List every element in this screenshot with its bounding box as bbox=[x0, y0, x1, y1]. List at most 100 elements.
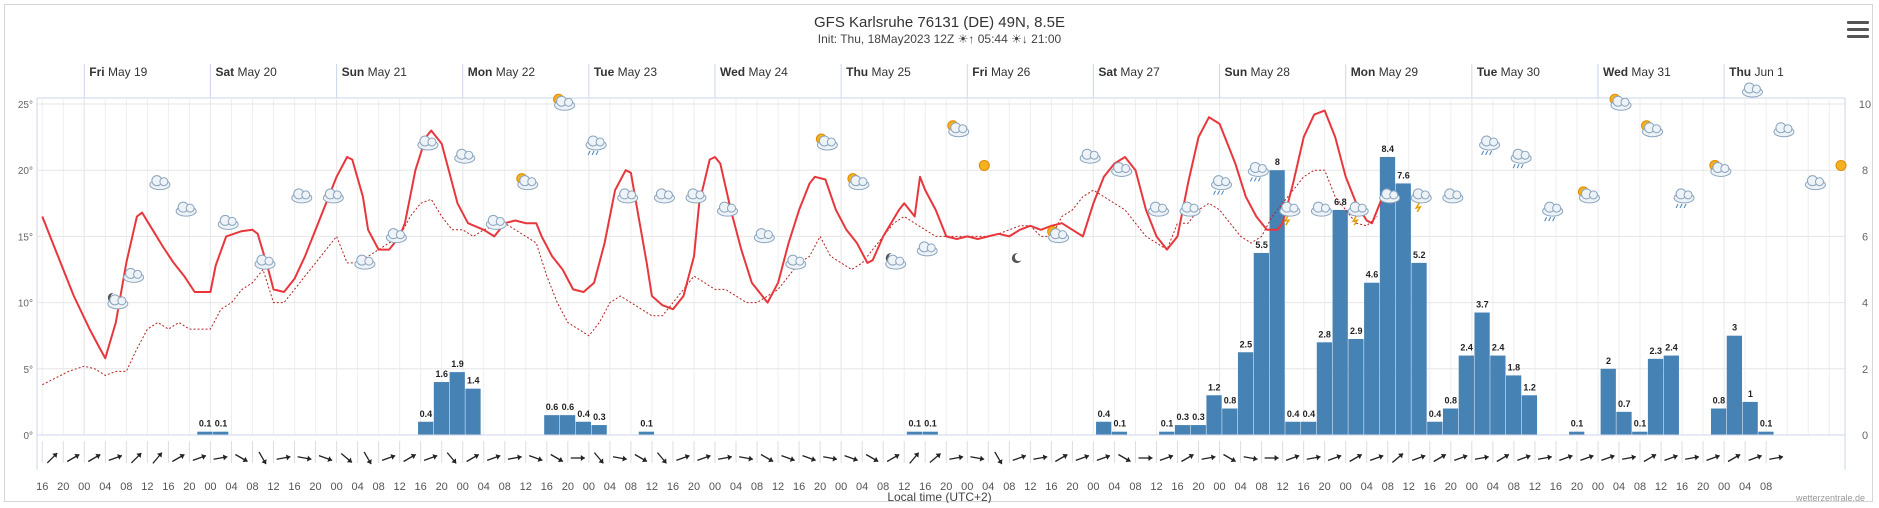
precip-bar bbox=[1427, 421, 1443, 435]
hour-tick-label: 04 bbox=[351, 481, 363, 493]
wind-arrow-icon bbox=[739, 455, 754, 462]
precip-label: 1.2 bbox=[1523, 382, 1536, 392]
day-label: Sun May 21 bbox=[342, 65, 408, 79]
wind-row bbox=[37, 434, 1845, 465]
hour-tick-label: 20 bbox=[309, 481, 321, 493]
hour-tick-label: 00 bbox=[1213, 481, 1225, 493]
precip-label: 8.4 bbox=[1381, 144, 1394, 154]
wind-arrow-icon bbox=[213, 454, 228, 461]
cloud-icon bbox=[254, 254, 276, 270]
rain-cloud-icon bbox=[1542, 201, 1564, 222]
cloud-icon bbox=[123, 267, 145, 283]
precip-label: 0.7 bbox=[1618, 399, 1631, 409]
hour-tick-label: 00 bbox=[1592, 481, 1604, 493]
wind-arrow-icon bbox=[1559, 454, 1573, 462]
hour-tick-label: 16 bbox=[1045, 481, 1057, 493]
hour-tick-label: 04 bbox=[856, 481, 868, 493]
hour-tick-label: 12 bbox=[1529, 481, 1541, 493]
y-left-tick: 5° bbox=[23, 365, 33, 376]
precip-bar bbox=[418, 421, 434, 435]
precip-bar bbox=[1301, 421, 1317, 435]
wind-arrow-icon bbox=[1727, 453, 1741, 463]
wind-arrow-icon bbox=[1685, 454, 1700, 461]
precip-bar bbox=[1269, 170, 1285, 435]
hour-tick-label: 12 bbox=[141, 481, 153, 493]
precip-bar bbox=[1111, 431, 1128, 435]
precip-label: 1.4 bbox=[467, 376, 480, 386]
hour-tick-label: 04 bbox=[730, 481, 742, 493]
precip-bar bbox=[1726, 335, 1743, 435]
weather-icons bbox=[107, 82, 1847, 310]
wind-arrow-icon bbox=[66, 453, 80, 463]
hamburger-menu-icon[interactable] bbox=[1847, 21, 1869, 41]
hour-tick-label: 08 bbox=[751, 481, 763, 493]
precip-label: 2.4 bbox=[1665, 343, 1678, 353]
day-label: Tue May 30 bbox=[1477, 65, 1540, 79]
hour-tick-label: 20 bbox=[814, 481, 826, 493]
precip-bar bbox=[1506, 375, 1522, 435]
precip-label: 0.1 bbox=[908, 419, 921, 429]
hour-tick-label: 16 bbox=[793, 481, 805, 493]
precip-bar bbox=[1710, 408, 1727, 435]
wind-arrow-icon bbox=[235, 453, 248, 463]
precip-label: 0.6 bbox=[562, 402, 575, 412]
hour-tick-label: 20 bbox=[1192, 481, 1204, 493]
hour-tick-label: 12 bbox=[772, 481, 784, 493]
wind-arrow-icon bbox=[550, 453, 564, 463]
precip-bars: 0.1 0.10.41.61.91.40.6 0.60.4 0.30.1 0.1 0.10… bbox=[197, 144, 1774, 435]
hour-tick-label: 16 bbox=[1550, 481, 1562, 493]
y-right-tick: 0 bbox=[1862, 430, 1868, 442]
hour-tick-label: 20 bbox=[1571, 481, 1583, 493]
cloud-icon bbox=[385, 228, 407, 244]
hour-tick-label: 20 bbox=[562, 481, 574, 493]
sun-cloud-icon bbox=[847, 173, 870, 191]
hour-tick-label: 08 bbox=[120, 481, 132, 493]
precip-label: 0.4 bbox=[1429, 409, 1442, 419]
precip-label: 1 bbox=[1748, 389, 1753, 399]
precip-label: 1.8 bbox=[1508, 362, 1521, 372]
wind-arrow-icon bbox=[172, 453, 185, 463]
wind-arrow-icon bbox=[970, 455, 985, 462]
wind-arrow-icon bbox=[1474, 454, 1489, 461]
wind-arrow-icon bbox=[1580, 454, 1594, 462]
wind-arrow-icon bbox=[1391, 453, 1404, 463]
hour-tick-label: 08 bbox=[1255, 481, 1267, 493]
wind-arrow-icon bbox=[1223, 453, 1236, 463]
y-left-tick: 15° bbox=[18, 232, 33, 243]
wind-arrow-icon bbox=[423, 454, 438, 462]
cloud-icon bbox=[1379, 188, 1401, 204]
hour-tick-label: 08 bbox=[1382, 481, 1394, 493]
cloud-icon bbox=[322, 188, 344, 204]
precip-label: 1.9 bbox=[451, 359, 464, 369]
wind-arrow-icon bbox=[994, 451, 1003, 465]
wind-arrow-icon bbox=[1706, 454, 1720, 462]
cloud-icon bbox=[354, 254, 376, 270]
wind-arrow-icon bbox=[87, 453, 101, 463]
wind-arrow-icon bbox=[192, 454, 207, 462]
hour-tick-label: 00 bbox=[1466, 481, 1478, 493]
precip-bar bbox=[1206, 395, 1222, 435]
hour-tick-label: 08 bbox=[1760, 481, 1772, 493]
wind-arrow-icon bbox=[1075, 454, 1090, 462]
day-label: Mon May 22 bbox=[468, 65, 536, 79]
precip-label: 2.5 bbox=[1240, 339, 1253, 349]
wind-arrow-icon bbox=[1181, 453, 1194, 463]
hour-tick-label: 12 bbox=[1150, 481, 1162, 493]
hour-tick-label: 16 bbox=[1171, 481, 1183, 493]
hour-tick-label: 00 bbox=[78, 481, 90, 493]
hour-tick-label: 04 bbox=[1487, 481, 1499, 493]
wind-arrow-icon bbox=[340, 453, 353, 463]
wind-arrow-icon bbox=[1517, 454, 1531, 462]
wind-arrow-icon bbox=[446, 452, 457, 464]
hour-tick-label: 08 bbox=[1634, 481, 1646, 493]
precip-label: 0.1 bbox=[1760, 419, 1773, 429]
wind-arrow-icon bbox=[130, 452, 142, 464]
hour-tick-label: 08 bbox=[877, 481, 889, 493]
cloud-icon bbox=[1179, 201, 1201, 217]
wind-arrow-icon bbox=[1118, 453, 1131, 463]
plot-area bbox=[37, 98, 1845, 435]
wind-arrow-icon bbox=[865, 453, 879, 463]
dew-point-line bbox=[42, 169, 1378, 386]
wind-arrow-icon bbox=[276, 454, 291, 461]
wind-arrow-icon bbox=[1349, 453, 1363, 463]
